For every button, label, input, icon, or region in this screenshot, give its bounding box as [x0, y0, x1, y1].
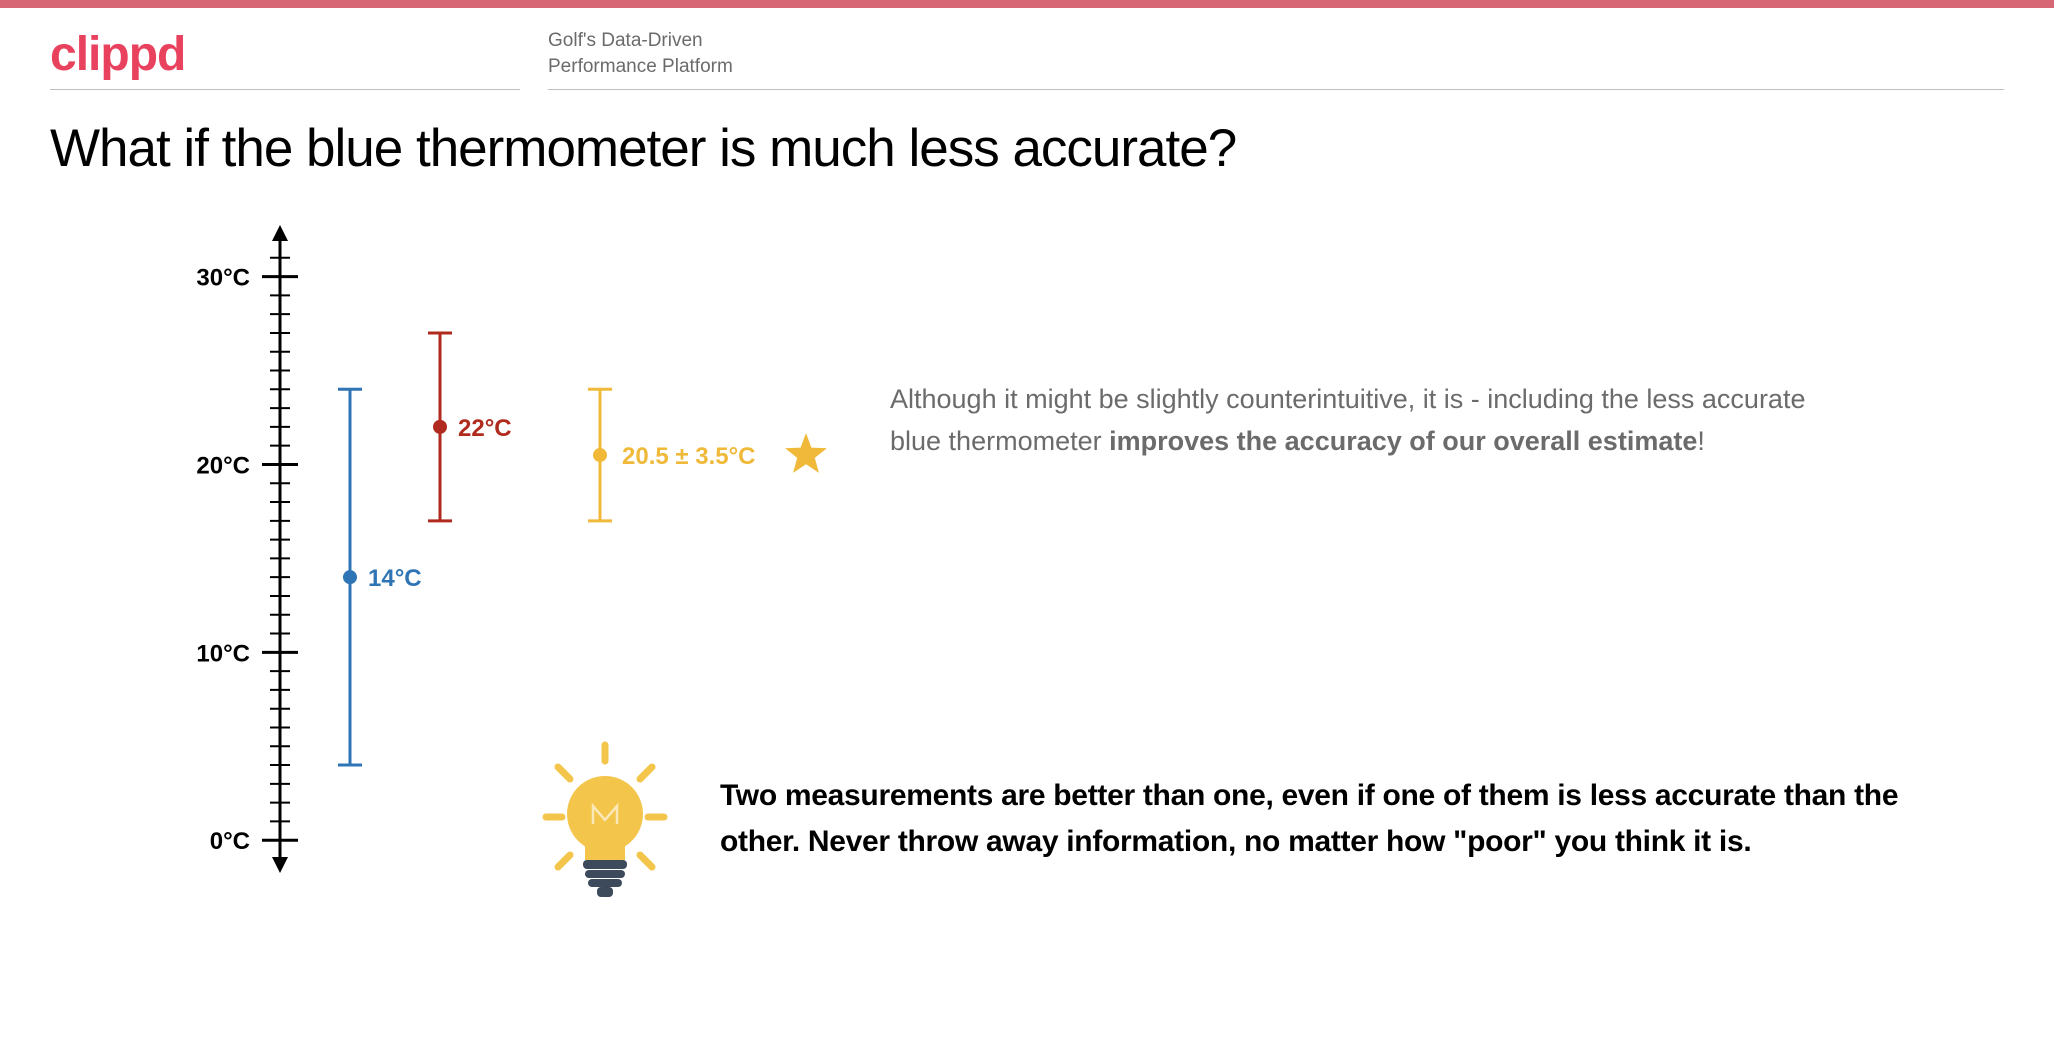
brand-logo: clippd [50, 31, 520, 79]
explain-bold: improves the accuracy of our overall est… [1109, 426, 1697, 456]
content: 0°C 10°C 20°C 30°C 14°C 22°C 20.5 ± 3.5°C Alth… [0, 179, 2054, 929]
tagline: Golf's Data-Driven Performance Platform [548, 28, 2004, 79]
svg-text:30°C: 30°C [196, 265, 250, 292]
explain-post: ! [1697, 426, 1705, 456]
lightbulb-icon [530, 739, 680, 899]
svg-text:14°C: 14°C [368, 565, 422, 592]
svg-text:20°C: 20°C [196, 453, 250, 480]
top-accent-bar [0, 0, 2054, 8]
svg-text:22°C: 22°C [458, 415, 512, 442]
explanation-text: Although it might be slightly counterint… [890, 379, 1860, 463]
tagline-line2: Performance Platform [548, 56, 733, 77]
header: clippd Golf's Data-Driven Performance Pl… [0, 8, 2054, 90]
tagline-line1: Golf's Data-Driven [548, 30, 703, 51]
svg-text:0°C: 0°C [210, 828, 250, 855]
page-title: What if the blue thermometer is much les… [0, 90, 2054, 179]
insight-row: Two measurements are better than one, ev… [530, 739, 1950, 899]
svg-text:10°C: 10°C [196, 641, 250, 668]
brand-block: clippd [50, 31, 520, 90]
svg-text:20.5 ± 3.5°C: 20.5 ± 3.5°C [622, 443, 756, 470]
insight-text: Two measurements are better than one, ev… [720, 773, 1950, 866]
tagline-block: Golf's Data-Driven Performance Platform [548, 28, 2004, 90]
